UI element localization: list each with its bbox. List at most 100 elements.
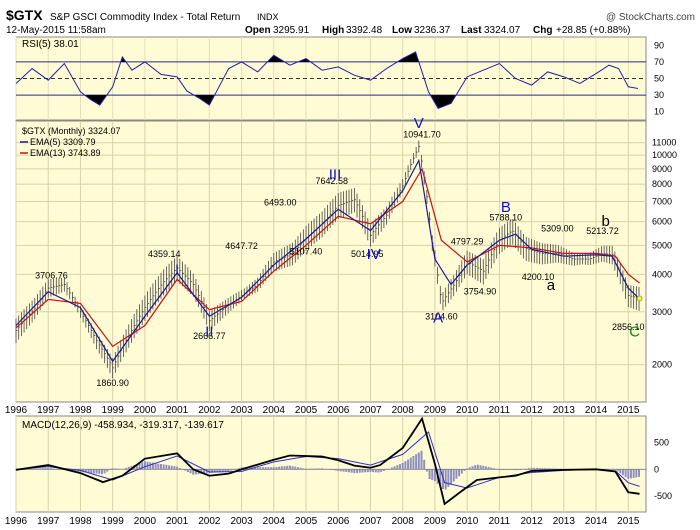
- macd-hist-bar: [503, 469, 506, 470]
- macd-hist-bar: [358, 469, 361, 473]
- macd-hist-bar: [382, 469, 385, 471]
- macd-hist-bar: [439, 469, 442, 487]
- macd-hist-bar: [103, 469, 106, 474]
- wave-label: a: [547, 277, 556, 294]
- price-annotation: 5213.72: [586, 226, 619, 236]
- macd-hist-bar: [450, 469, 453, 485]
- price-tick-label: 11000: [652, 138, 676, 148]
- macd-hist-bar: [530, 467, 533, 470]
- rsi-tick-label: 90: [654, 40, 664, 50]
- price-annotation: 4797.29: [451, 237, 484, 247]
- macd-x-tick-label: 2000: [134, 516, 157, 527]
- macd-hist-bar: [337, 469, 340, 471]
- macd-hist-bar: [393, 466, 396, 470]
- macd-hist-bar: [165, 464, 168, 470]
- macd-hist-bar: [546, 468, 549, 470]
- macd-hist-bar: [98, 469, 101, 474]
- macd-hist-bar: [541, 468, 544, 470]
- macd-hist-bar: [417, 452, 420, 470]
- macd-hist-bar: [33, 468, 36, 470]
- macd-hist-bar: [173, 466, 176, 470]
- macd-hist-bar: [326, 469, 329, 470]
- macd-hist-bar: [168, 465, 171, 470]
- low-label: Low: [392, 25, 412, 36]
- macd-hist-bar: [538, 468, 541, 470]
- price-panel: [15, 120, 647, 403]
- macd-hist-bar: [44, 467, 47, 470]
- macd-hist-bar: [544, 468, 547, 470]
- macd-hist-bar: [213, 469, 216, 473]
- price-x-tick-label: 2005: [295, 405, 318, 416]
- macd-hist-bar: [186, 469, 189, 472]
- macd-hist-bar: [92, 469, 95, 474]
- macd-hist-bar: [143, 461, 146, 470]
- chart-symbol: $GTX: [6, 7, 43, 23]
- macd-hist-bar: [205, 469, 208, 474]
- price-annotation: 2856.10: [612, 322, 645, 332]
- wave-label: B: [501, 199, 511, 216]
- macd-hist-bar: [535, 467, 538, 470]
- macd-hist-bar: [52, 468, 55, 470]
- macd-hist-bar: [401, 462, 404, 470]
- macd-hist-bar: [509, 469, 512, 470]
- macd-hist-bar: [347, 469, 350, 473]
- macd-hist-bar: [119, 468, 122, 470]
- macd-hist-bar: [396, 465, 399, 470]
- macd-hist-bar: [388, 468, 391, 470]
- macd-hist-bar: [84, 469, 87, 473]
- macd-hist-bar: [627, 469, 630, 479]
- macd-x-tick-label: 2011: [489, 516, 511, 527]
- macd-hist-bar: [192, 469, 195, 475]
- price-annotation: 6493.00: [264, 197, 297, 207]
- macd-hist-bar: [267, 467, 270, 470]
- macd-hist-bar: [74, 469, 77, 472]
- macd-hist-bar: [425, 469, 428, 472]
- macd-hist-bar: [154, 463, 157, 470]
- macd-x-tick-label: 2008: [392, 516, 415, 527]
- macd-hist-bar: [240, 467, 243, 470]
- macd-hist-bar: [299, 467, 302, 470]
- high-label: High: [322, 25, 344, 36]
- wave-label: b: [602, 213, 610, 230]
- macd-x-tick-label: 2001: [166, 516, 189, 527]
- macd-hist-bar: [111, 468, 114, 470]
- macd-hist-bar: [288, 465, 291, 470]
- wave-label: V: [414, 115, 424, 132]
- macd-line: [15, 416, 640, 506]
- macd-hist-bar: [176, 466, 179, 470]
- price-x-tick-label: 2015: [617, 405, 640, 416]
- open-label: Open: [245, 25, 271, 36]
- macd-hist-bar: [560, 468, 563, 470]
- price-x-tick-label: 2000: [134, 405, 157, 416]
- ema13-legend: EMA(13) 3743.89: [30, 148, 101, 158]
- macd-hist-bar: [323, 468, 326, 470]
- price-annotation: 5107.40: [290, 247, 323, 257]
- price-annotation: 5788.10: [490, 212, 523, 222]
- macd-hist-bar: [621, 469, 624, 476]
- macd-hist-bar: [415, 454, 418, 470]
- price-x-tick-label: 2001: [166, 405, 189, 416]
- price-annotation: 1860.90: [96, 378, 129, 388]
- macd-hist-bar: [60, 469, 63, 470]
- price-tick-label: 9000: [652, 164, 672, 174]
- macd-hist-bar: [638, 469, 641, 477]
- macd-hist-bar: [407, 459, 410, 470]
- macd-hist-bar: [264, 467, 267, 470]
- macd-hist-bar: [108, 469, 111, 470]
- macd-hist-bar: [552, 468, 555, 470]
- macd-x-tick-label: 2009: [424, 516, 447, 527]
- price-annotation: 10941.70: [403, 129, 441, 139]
- macd-hist-bar: [184, 469, 187, 471]
- rsi-tick-label: 30: [654, 90, 664, 100]
- macd-hist-bar: [463, 469, 466, 471]
- macd-hist-bar: [629, 469, 632, 479]
- price-x-tick-label: 2008: [392, 405, 415, 416]
- price-annotation: 2666.77: [193, 331, 226, 341]
- quote-summary: Open 3295.91 High 3392.48 Low 3236.37 La…: [245, 25, 631, 36]
- macd-hist-bar: [170, 465, 173, 470]
- macd-hist-bar: [527, 468, 530, 470]
- macd-legend: MACD(12,26,9) -458.934, -319.317, -139.6…: [22, 420, 224, 431]
- macd-hist-bar: [506, 469, 509, 470]
- price-x-tick-label: 2006: [327, 405, 350, 416]
- macd-hist-bar: [353, 469, 356, 474]
